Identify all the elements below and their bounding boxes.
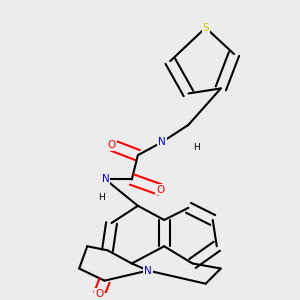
Text: O: O xyxy=(156,184,164,195)
Text: N: N xyxy=(144,266,152,275)
Text: H: H xyxy=(98,193,105,202)
Text: H: H xyxy=(193,142,200,152)
Text: N: N xyxy=(102,175,110,184)
Text: O: O xyxy=(95,289,104,299)
Text: O: O xyxy=(107,140,116,150)
Text: S: S xyxy=(202,23,209,33)
Text: N: N xyxy=(158,137,166,147)
